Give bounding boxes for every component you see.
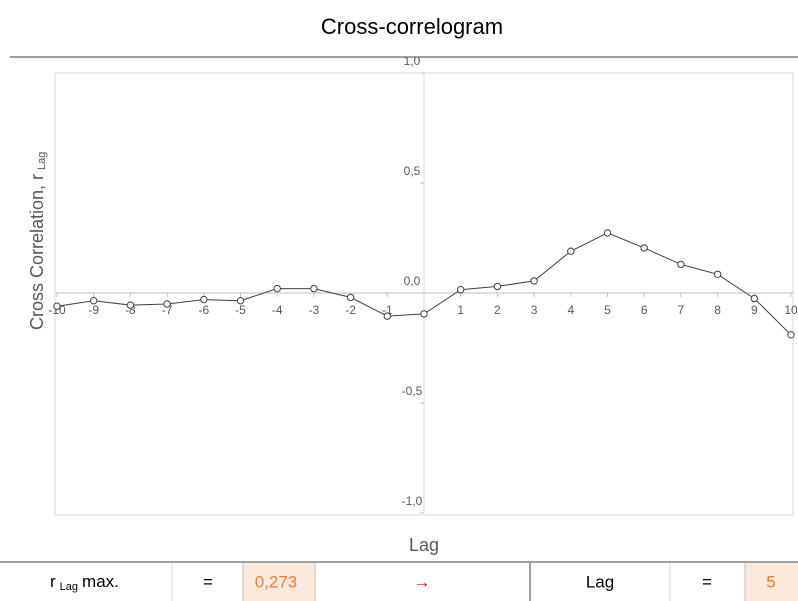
x-tick-label: -2: [345, 303, 356, 317]
y-tick-label: 1,0: [404, 54, 421, 68]
x-tick-label: 2: [494, 303, 501, 317]
x-tick-label: -6: [198, 303, 209, 317]
x-tick-label: 1: [457, 303, 464, 317]
point: [567, 247, 575, 255]
point: [273, 284, 281, 293]
point: [457, 286, 465, 294]
value-cell-bg: [243, 563, 315, 601]
r-max-label: r Lag max.: [50, 572, 119, 592]
x-tick-label: -1: [382, 303, 393, 317]
y-tick-label: 0,0: [404, 274, 421, 288]
x-tick-label: 4: [567, 303, 574, 317]
r-suffix: max.: [82, 572, 119, 591]
point: [310, 284, 318, 293]
y-axis-title-main: Cross Correlation, r Lag: [27, 152, 48, 330]
y-tick-label: -1,0: [402, 494, 423, 508]
x-tick-label: -8: [125, 303, 136, 317]
value-cell-bg: [745, 563, 798, 601]
r-label: r: [50, 572, 56, 591]
r-max-value: 0,273: [255, 572, 298, 591]
x-tick-label: -10: [48, 303, 66, 317]
y-tick-label: -0,5: [402, 384, 423, 398]
x-tick-label: 8: [714, 303, 721, 317]
point: [493, 282, 502, 291]
point: [603, 229, 612, 237]
x-tick-label: -5: [235, 303, 246, 317]
arrow: →: [414, 572, 431, 591]
point: [53, 302, 61, 310]
y-label: Cross Correlation, r: [27, 174, 47, 330]
chart-title: Cross-correlogram: [321, 14, 503, 39]
point: [787, 331, 795, 339]
x-tick-label: -9: [88, 303, 99, 317]
point: [163, 300, 171, 308]
x-tick-label: 5: [604, 303, 611, 317]
x-tick-label: -4: [272, 303, 283, 317]
point: [640, 244, 648, 252]
equals: =: [702, 572, 712, 591]
x-tick-label: 6: [641, 303, 648, 317]
x-tick-label: 7: [678, 303, 685, 317]
y-label-sub: Lag: [36, 152, 48, 170]
point: [346, 293, 355, 302]
point: [530, 277, 538, 285]
x-tick-label: 3: [531, 303, 538, 317]
lag-value: 5: [766, 572, 775, 591]
x-tick-label: 10: [784, 303, 798, 317]
plot: 1,0 0,5 0,0 -0,5 -1,0 -10 -9 -8 -7 -6 -5 -4 -3 -2 -1 1 2…: [48, 54, 798, 514]
point: [713, 270, 722, 278]
point: [677, 260, 685, 269]
x-tick-label: -7: [162, 303, 173, 317]
y-tick-label: 0,5: [404, 164, 421, 178]
x-axis-title: Lag: [409, 535, 439, 555]
point: [420, 310, 428, 318]
point: [200, 295, 208, 304]
x-tick-label: 9: [751, 303, 758, 317]
point: [126, 301, 135, 309]
point: [236, 297, 245, 305]
lag-label: Lag: [586, 572, 614, 591]
point: [90, 297, 98, 305]
r-sub: Lag: [60, 581, 78, 593]
point: [383, 312, 391, 320]
point: [750, 294, 758, 303]
equals: =: [203, 572, 213, 591]
x-tick-label: -3: [309, 303, 320, 317]
y-axis-title: Cross Correlation, r Lag: [27, 152, 48, 330]
